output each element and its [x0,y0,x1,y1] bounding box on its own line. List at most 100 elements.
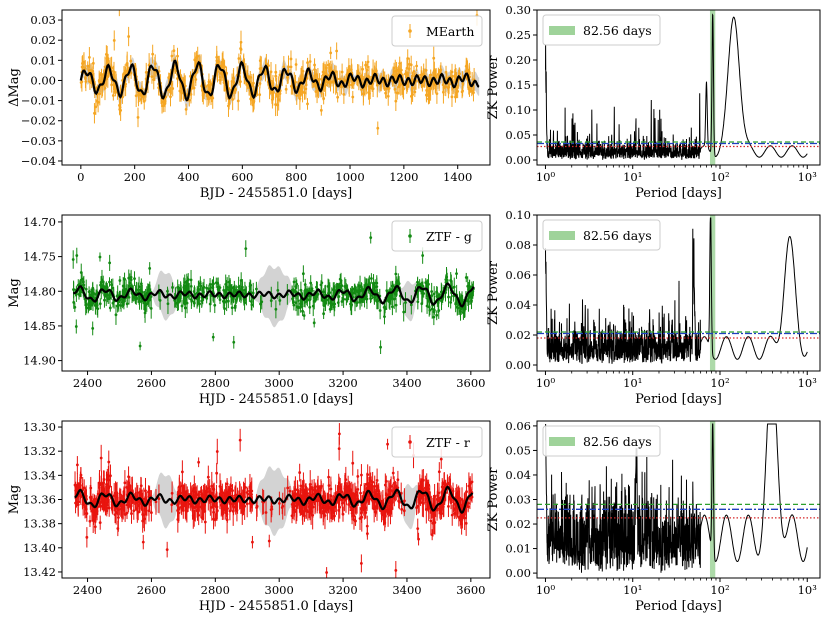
x-axis-label: Period [days] [635,186,722,201]
y-tick-label: 14.90 [23,354,56,368]
data-point [194,78,198,81]
data-point [149,307,153,310]
y-axis-label: ΔMag [7,68,22,107]
legend-swatch [549,231,575,240]
data-point [208,283,212,286]
y-tick-label: 14.75 [23,250,56,264]
data-point [435,313,439,317]
data-point [278,92,282,96]
x-tick-label: 2400 [73,376,102,390]
plot-area [537,215,820,371]
y-tick-label: 0.04 [505,298,531,312]
data-point [95,99,99,103]
data-point [308,60,312,63]
x-tick-label: 10³ [798,376,818,390]
data-point [211,286,215,289]
data-point [144,293,148,297]
data-point [84,77,87,81]
data-point [232,77,236,81]
x-tick-label: 1200 [389,170,418,184]
data-point [340,300,344,303]
data-point [292,303,296,307]
model-curve [73,282,475,308]
data-point [88,69,92,72]
x-tick-label: 3000 [265,376,294,390]
data-point [472,91,475,95]
data-point [151,52,155,56]
data-point [409,63,413,67]
data-point [111,301,115,305]
data-point [104,52,108,56]
data-point [454,301,458,305]
data-point [424,93,428,97]
data-point [111,94,115,97]
data-point [354,493,358,497]
data-point [172,49,176,53]
data-point [239,80,242,84]
x-tick-label: 800 [285,170,307,184]
data-point [118,279,122,282]
data-point [93,111,96,115]
legend-label: 82.56 days [583,228,652,243]
data-point [84,493,87,497]
y-tick-label: 0.05 [505,128,531,142]
period-highlight-band [709,10,716,165]
data-point [264,511,268,514]
data-point [374,510,377,514]
data-point [129,71,133,75]
data-point [116,293,120,297]
data-point [71,258,75,261]
data-point [102,72,105,76]
data-point [467,72,471,76]
legend: 82.56 days [542,219,661,251]
data-point [326,284,330,288]
data-point [360,288,364,292]
data-point [206,475,210,479]
data-point [321,70,325,74]
data-point [422,72,426,76]
data-point [302,314,306,317]
plot-area [71,231,475,355]
data-point [295,94,299,97]
data-point [394,272,398,276]
periodogram-mearth: 10⁰ 10¹ 10² 10³ 0.00 0.05 0.10 0.15 0.20 0.25 0.30… [486,3,821,201]
data-point [166,289,169,293]
data-point [98,255,102,259]
x-axis-label: BJD - 2455851.0 [days] [200,186,353,201]
data-point [404,301,407,304]
data-point [435,508,439,512]
data-point [99,283,102,287]
data-point [295,505,299,509]
data-point [105,509,109,513]
axes-frame [61,214,491,372]
data-point [344,298,348,301]
data-point [91,301,95,305]
data-point [184,107,188,111]
data-point [91,292,95,296]
data-point [203,520,207,524]
data-point [88,298,91,302]
y-tick-label: −0.02 [21,114,56,128]
data-point [218,295,221,298]
data-point [85,535,89,539]
data-point [228,509,232,513]
data-point [233,494,237,497]
y-tick-label: −0.04 [21,154,56,168]
data-point [335,49,339,53]
data-point [220,72,224,76]
data-point [192,86,196,90]
data-point [392,66,396,70]
data-point [394,303,398,307]
data-point [216,285,220,289]
data-point [386,87,390,90]
data-point [436,301,440,305]
data-point [116,304,119,308]
y-tick-label: 14.80 [23,284,56,298]
data-point [108,261,112,265]
legend-box [391,220,483,252]
data-point [98,92,102,96]
x-tick-label: 400 [178,170,200,184]
data-point [337,447,341,450]
data-point [125,511,129,515]
data-point [250,83,254,86]
